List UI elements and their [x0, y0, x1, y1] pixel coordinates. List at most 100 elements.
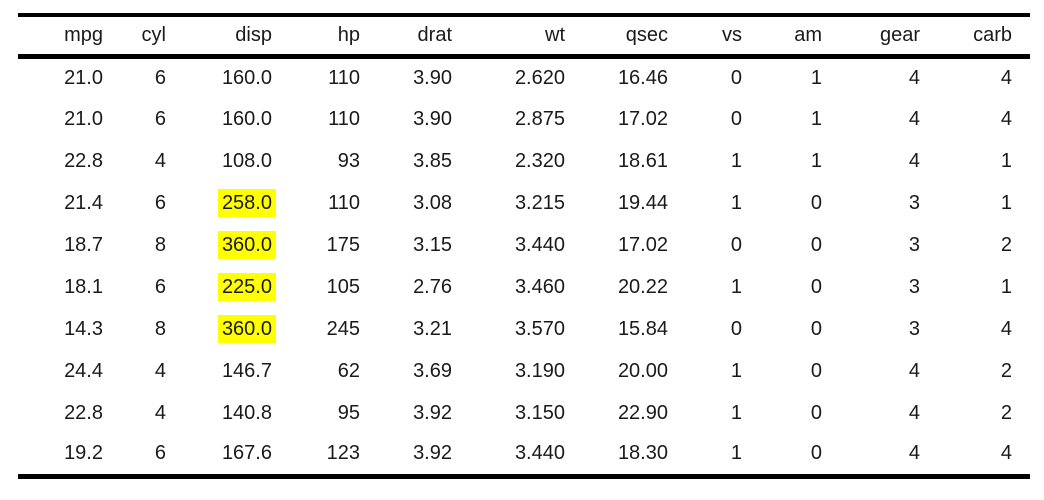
table-cell: 14.3 — [64, 317, 103, 340]
table-cell: 1 — [730, 275, 742, 298]
table-cell: 3.69 — [413, 359, 452, 382]
table-cell: 19.44 — [617, 191, 668, 214]
table-cell: 93 — [337, 149, 360, 172]
table-cell: 160.0 — [221, 107, 272, 130]
table-cell: 22.8 — [64, 149, 103, 172]
table-cell: 1 — [1000, 191, 1012, 214]
highlighted-cell: 360.0 — [217, 230, 276, 259]
table-cell: 4 — [908, 401, 920, 424]
table-cell: 3.150 — [514, 401, 565, 424]
table-cell: 22.8 — [64, 401, 103, 424]
table-cell: 3.440 — [514, 442, 565, 465]
table-cell: 108.0 — [221, 149, 272, 172]
table-cell: 3.21 — [413, 317, 452, 340]
table-container: mpg cyl disp hp drat wt qsec vs am gear carb 21.0 6… — [18, 13, 1030, 479]
table-cell: 2.875 — [514, 107, 565, 130]
table-cell: 0 — [810, 442, 822, 465]
table-cell: 1 — [730, 149, 742, 172]
table-cell: 3.190 — [514, 359, 565, 382]
table-cell: 0 — [810, 317, 822, 340]
table-cell: 3.570 — [514, 317, 565, 340]
table-cell: 2.320 — [514, 149, 565, 172]
table-cell: 6 — [154, 191, 166, 214]
table-cell: 0 — [810, 359, 822, 382]
table-cell: 2 — [1000, 401, 1012, 424]
table-cell: 245 — [326, 317, 360, 340]
table-cell: 95 — [337, 401, 360, 424]
table-cell: 3 — [908, 191, 920, 214]
column-header: am — [794, 23, 822, 46]
table-cell: 4 — [908, 442, 920, 465]
table-header: mpg cyl disp hp drat wt qsec vs am gear carb — [18, 15, 1030, 56]
table-cell: 4 — [908, 149, 920, 172]
table-cell: 0 — [730, 233, 742, 256]
table-cell: 225.0 — [184, 266, 290, 308]
table-cell: 18.1 — [64, 275, 103, 298]
table-cell: 1 — [810, 107, 822, 130]
table-cell: 3 — [908, 233, 920, 256]
table-cell: 1 — [730, 359, 742, 382]
column-header: mpg — [64, 23, 103, 46]
table-cell: 17.02 — [617, 107, 668, 130]
table-cell: 4 — [154, 359, 166, 382]
table-cell: 360.0 — [184, 308, 290, 350]
table-cell: 175 — [326, 233, 360, 256]
table-row: 21.4 6 258.0 110 3.08 3.215 19.44 1 0 3 1 — [18, 182, 1030, 224]
table-cell: 6 — [154, 66, 166, 89]
table-cell: 20.22 — [617, 275, 668, 298]
table-cell: 3 — [908, 317, 920, 340]
table-cell: 15.84 — [617, 317, 668, 340]
table-row: 22.8 4 140.8 95 3.92 3.150 22.90 1 0 4 2 — [18, 392, 1030, 434]
highlighted-cell: 360.0 — [217, 314, 276, 343]
table-cell: 16.46 — [617, 66, 668, 89]
table-row: 22.8 4 108.0 93 3.85 2.320 18.61 1 1 4 1 — [18, 140, 1030, 182]
table-cell: 4 — [1000, 442, 1012, 465]
table-cell: 8 — [154, 233, 166, 256]
table-cell: 146.7 — [221, 359, 272, 382]
table-cell: 1 — [810, 149, 822, 172]
column-header: hp — [337, 23, 360, 46]
table-cell: 110 — [328, 191, 360, 214]
table-cell: 1 — [730, 191, 742, 214]
table-cell: 3.92 — [413, 442, 452, 465]
table-cell: 4 — [1000, 317, 1012, 340]
column-header: wt — [545, 23, 565, 46]
table-cell: 4 — [908, 107, 920, 130]
table-row: 18.7 8 360.0 175 3.15 3.440 17.02 0 0 3 2 — [18, 224, 1030, 266]
table-cell: 0 — [730, 66, 742, 89]
table-cell: 18.7 — [64, 233, 103, 256]
table-cell: 3.15 — [413, 233, 452, 256]
table-cell: 3.90 — [413, 66, 452, 89]
table-cell: 4 — [154, 149, 166, 172]
table-cell: 19.2 — [64, 442, 103, 465]
table-cell: 258.0 — [184, 182, 290, 224]
table-cell: 160.0 — [221, 66, 272, 89]
table-cell: 2 — [1000, 359, 1012, 382]
table-cell: 3 — [908, 275, 920, 298]
table-row: 21.0 6 160.0 110 3.90 2.875 17.02 0 1 4 4 — [18, 98, 1030, 140]
table-cell: 17.02 — [617, 233, 668, 256]
table-cell: 4 — [154, 401, 166, 424]
column-header: cyl — [141, 23, 166, 46]
table-cell: 3.460 — [514, 275, 565, 298]
table-cell: 1 — [810, 66, 822, 89]
table-cell: 21.4 — [64, 191, 103, 214]
table-cell: 3.440 — [514, 233, 565, 256]
table-cell: 6 — [154, 107, 166, 130]
table-cell: 167.6 — [221, 442, 272, 465]
column-header: vs — [722, 23, 742, 46]
table-cell: 140.8 — [221, 401, 272, 424]
header-row: mpg cyl disp hp drat wt qsec vs am gear carb — [18, 15, 1030, 56]
table-cell: 4 — [1000, 107, 1012, 130]
table-cell: 360.0 — [184, 224, 290, 266]
table-cell: 1 — [730, 401, 742, 424]
table-cell: 2 — [1000, 233, 1012, 256]
table-cell: 21.0 — [64, 66, 103, 89]
table-cell: 1 — [1000, 149, 1012, 172]
table-cell: 110 — [328, 66, 360, 89]
table-cell: 8 — [154, 317, 166, 340]
table-row: 21.0 6 160.0 110 3.90 2.620 16.46 0 1 4 4 — [18, 56, 1030, 98]
table-cell: 24.4 — [64, 359, 103, 382]
table-body: 21.0 6 160.0 110 3.90 2.620 16.46 0 1 4 4 21.0 6 160.… — [18, 56, 1030, 476]
column-header: disp — [235, 23, 272, 46]
